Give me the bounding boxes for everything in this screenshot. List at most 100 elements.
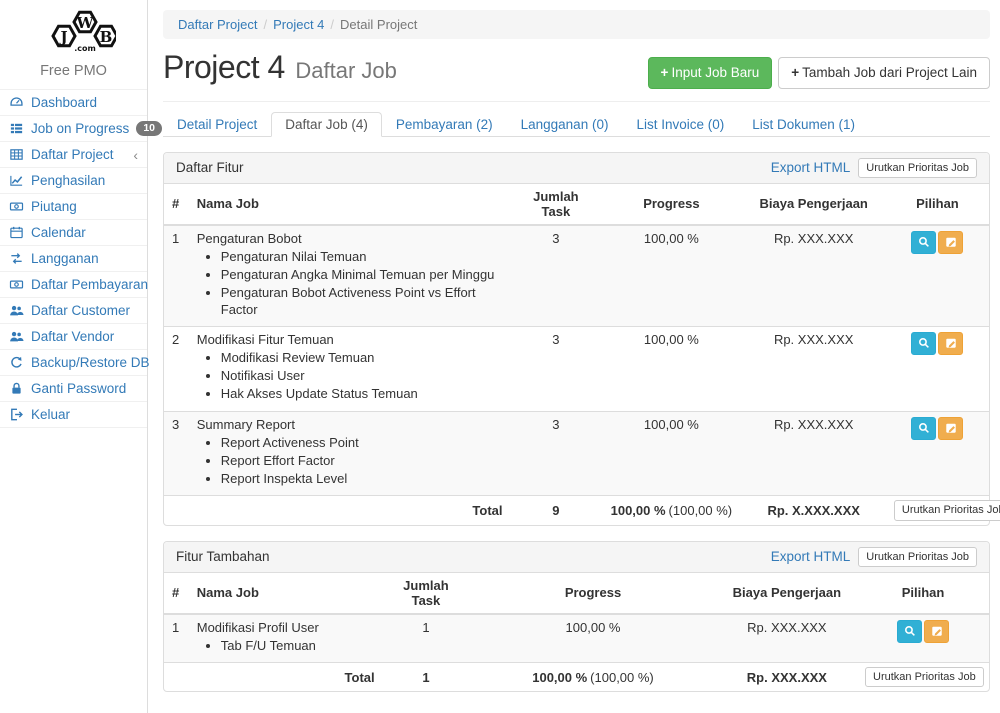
col-num: # — [164, 572, 189, 615]
edit-job-button[interactable] — [938, 331, 964, 355]
export-html-link[interactable]: Export HTML — [770, 549, 851, 565]
job-tasks: 3 — [552, 230, 560, 246]
col-jumlah-task: Jumlah Task — [382, 572, 470, 615]
table-header-row: # Nama Job Jumlah Task Progress Biaya Pe… — [164, 183, 989, 226]
job-cost: Rp. XXX.XXX — [741, 410, 886, 496]
sidebar-item-daftar-project[interactable]: Daftar Project ‹ — [0, 142, 147, 168]
panel-tools: Export HTML Urutkan Prioritas Job — [770, 157, 977, 178]
tab-list-dokumen[interactable]: List Dokumen (1) — [752, 116, 856, 132]
urutkan-prioritas-job-button[interactable]: Urutkan Prioritas Job — [858, 546, 977, 567]
panel-heading: Daftar Fitur Export HTML Urutkan Priorit… — [164, 152, 989, 184]
panel-heading: Fitur Tambahan Export HTML Urutkan Prior… — [164, 541, 989, 573]
project-tabs: Detail Project Daftar Job (4) Pembayaran… — [163, 111, 990, 137]
panel-title: Daftar Fitur — [176, 160, 244, 176]
tab-list-invoice[interactable]: List Invoice (0) — [636, 116, 725, 132]
view-job-button[interactable] — [911, 416, 937, 440]
sidebar-item-penghasilan[interactable]: Penghasilan — [0, 168, 147, 194]
sidebar-item-job-on-progress[interactable]: Job on Progress 10 — [0, 116, 162, 142]
job-actions — [857, 614, 989, 663]
search-icon — [918, 338, 929, 349]
edit-icon — [946, 423, 956, 433]
job-subitems: Modifikasi Review Temuan Notifikasi User… — [197, 350, 503, 403]
sidebar-item-keluar[interactable]: Keluar — [0, 402, 147, 428]
tab-daftar-job[interactable]: Daftar Job (4) — [271, 111, 382, 137]
sidebar-item-calendar[interactable]: Calendar — [0, 220, 147, 246]
table-header-row: # Nama Job Jumlah Task Progress Biaya Pe… — [164, 572, 989, 615]
total-progress: 100,00 % (100,00 %) — [469, 662, 717, 692]
job-subitem: Pengaturan Angka Minimal Temuan per Ming… — [221, 267, 503, 283]
breadcrumb-project-4[interactable]: Project 4 — [273, 17, 325, 32]
daftar-fitur-table: # Nama Job Jumlah Task Progress Biaya Pe… — [164, 183, 1000, 525]
total-tasks: 1 — [382, 662, 470, 692]
job-subitem: Report Inspekta Level — [221, 471, 503, 487]
job-name-cell: Modifikasi Fitur Temuan Modifikasi Revie… — [188, 325, 511, 412]
sign-out-icon — [9, 407, 24, 422]
job-cost: Rp. XXX.XXX — [747, 619, 827, 635]
sidebar-item-daftar-pembayaran[interactable]: Daftar Pembayaran — [0, 272, 148, 298]
panel-title: Fitur Tambahan — [176, 549, 270, 565]
search-icon — [918, 237, 929, 248]
col-num: # — [164, 183, 189, 226]
view-job-button[interactable] — [911, 230, 937, 254]
job-name-cell: Summary Report Report Activeness Point R… — [188, 410, 511, 496]
job-subitems: Report Activeness Point Report Effort Fa… — [197, 435, 503, 488]
job-progress: 100,00 % — [601, 325, 742, 412]
col-pilihan: Pilihan — [857, 572, 989, 615]
brand-text: Free PMO — [40, 63, 107, 79]
search-icon — [904, 626, 915, 637]
sidebar-item-daftar-vendor[interactable]: Daftar Vendor — [0, 324, 147, 350]
job-name: Summary Report — [196, 416, 295, 432]
col-progress: Progress — [469, 572, 717, 615]
users-icon — [9, 329, 24, 344]
job-num: 3 — [164, 410, 189, 496]
edit-icon — [946, 238, 956, 248]
edit-job-button[interactable] — [938, 230, 964, 254]
job-row: 2 Modifikasi Fitur Temuan Modifikasi Rev… — [164, 325, 989, 412]
export-html-link[interactable]: Export HTML — [770, 160, 851, 176]
job-row: 3 Summary Report Report Activeness Point… — [164, 410, 989, 496]
job-progress: 100,00 % — [601, 410, 742, 496]
jwb-logo: J W B .com — [0, 0, 147, 61]
sidebar-item-dashboard[interactable]: Dashboard — [0, 90, 147, 116]
col-jumlah-task: Jumlah Task — [510, 183, 602, 226]
sidebar-item-daftar-customer[interactable]: Daftar Customer — [0, 298, 147, 324]
jwb-logo-image: J W B .com — [50, 10, 119, 53]
job-name: Modifikasi Profil User — [196, 619, 319, 635]
exchange-icon — [9, 251, 24, 266]
job-subitem: Report Effort Factor — [221, 453, 503, 469]
tab-detail-project[interactable]: Detail Project — [177, 116, 258, 132]
urutkan-prioritas-job-button[interactable]: Urutkan Prioritas Job — [893, 500, 1000, 521]
sidebar-item-ganti-password[interactable]: Ganti Password — [0, 376, 147, 402]
job-name-cell: Pengaturan Bobot Pengaturan Nilai Temuan… — [189, 225, 511, 327]
input-job-baru-button[interactable]: + Input Job Baru — [647, 57, 773, 89]
sidebar-item-piutang[interactable]: Piutang — [0, 194, 147, 220]
edit-job-button[interactable] — [924, 619, 949, 643]
urutkan-prioritas-job-button[interactable]: Urutkan Prioritas Job — [865, 667, 984, 688]
job-subitem: Notifikasi User — [221, 368, 503, 384]
tab-pembayaran[interactable]: Pembayaran (2) — [395, 116, 493, 132]
dashboard-icon — [9, 95, 24, 110]
job-row: 1 Modifikasi Profil User Tab F/U Temuan … — [164, 613, 989, 663]
svg-text:B: B — [99, 28, 112, 46]
urutkan-prioritas-job-button[interactable]: Urutkan Prioritas Job — [858, 157, 977, 178]
col-biaya-pengerjaan: Biaya Pengerjaan — [716, 572, 857, 615]
money-icon — [9, 277, 24, 292]
job-name: Modifikasi Fitur Temuan — [196, 331, 334, 347]
sidebar-item-langganan[interactable]: Langganan — [0, 246, 147, 272]
edit-job-button[interactable] — [938, 416, 964, 440]
job-subitem: Hak Akses Update Status Temuan — [221, 386, 503, 402]
sidebar-item-backup-restore-db[interactable]: Backup/Restore DB — [0, 350, 150, 376]
job-num: 1 — [172, 230, 180, 246]
panel-fitur-tambahan: Fitur Tambahan Export HTML Urutkan Prior… — [163, 540, 990, 693]
view-job-button[interactable] — [897, 619, 922, 643]
tambah-job-dari-project-lain-button[interactable]: + Tambah Job dari Project Lain — [778, 57, 990, 89]
tab-langganan[interactable]: Langganan (0) — [520, 116, 609, 132]
calendar-icon — [9, 225, 24, 240]
total-row: Total 9 100,00 % (100,00 %) Rp. X.XXX.XXX… — [164, 495, 1000, 525]
sidebar-nav: Dashboard Job on Progress 10 Daftar Proj… — [0, 89, 162, 428]
job-subitem: Modifikasi Review Temuan — [221, 350, 503, 366]
breadcrumb-daftar-project[interactable]: Daftar Project — [178, 17, 258, 32]
view-job-button[interactable] — [911, 331, 937, 355]
page-title: Project 4 — [163, 49, 285, 85]
breadcrumb: Daftar Project / Project 4 / Detail Project — [163, 10, 990, 39]
